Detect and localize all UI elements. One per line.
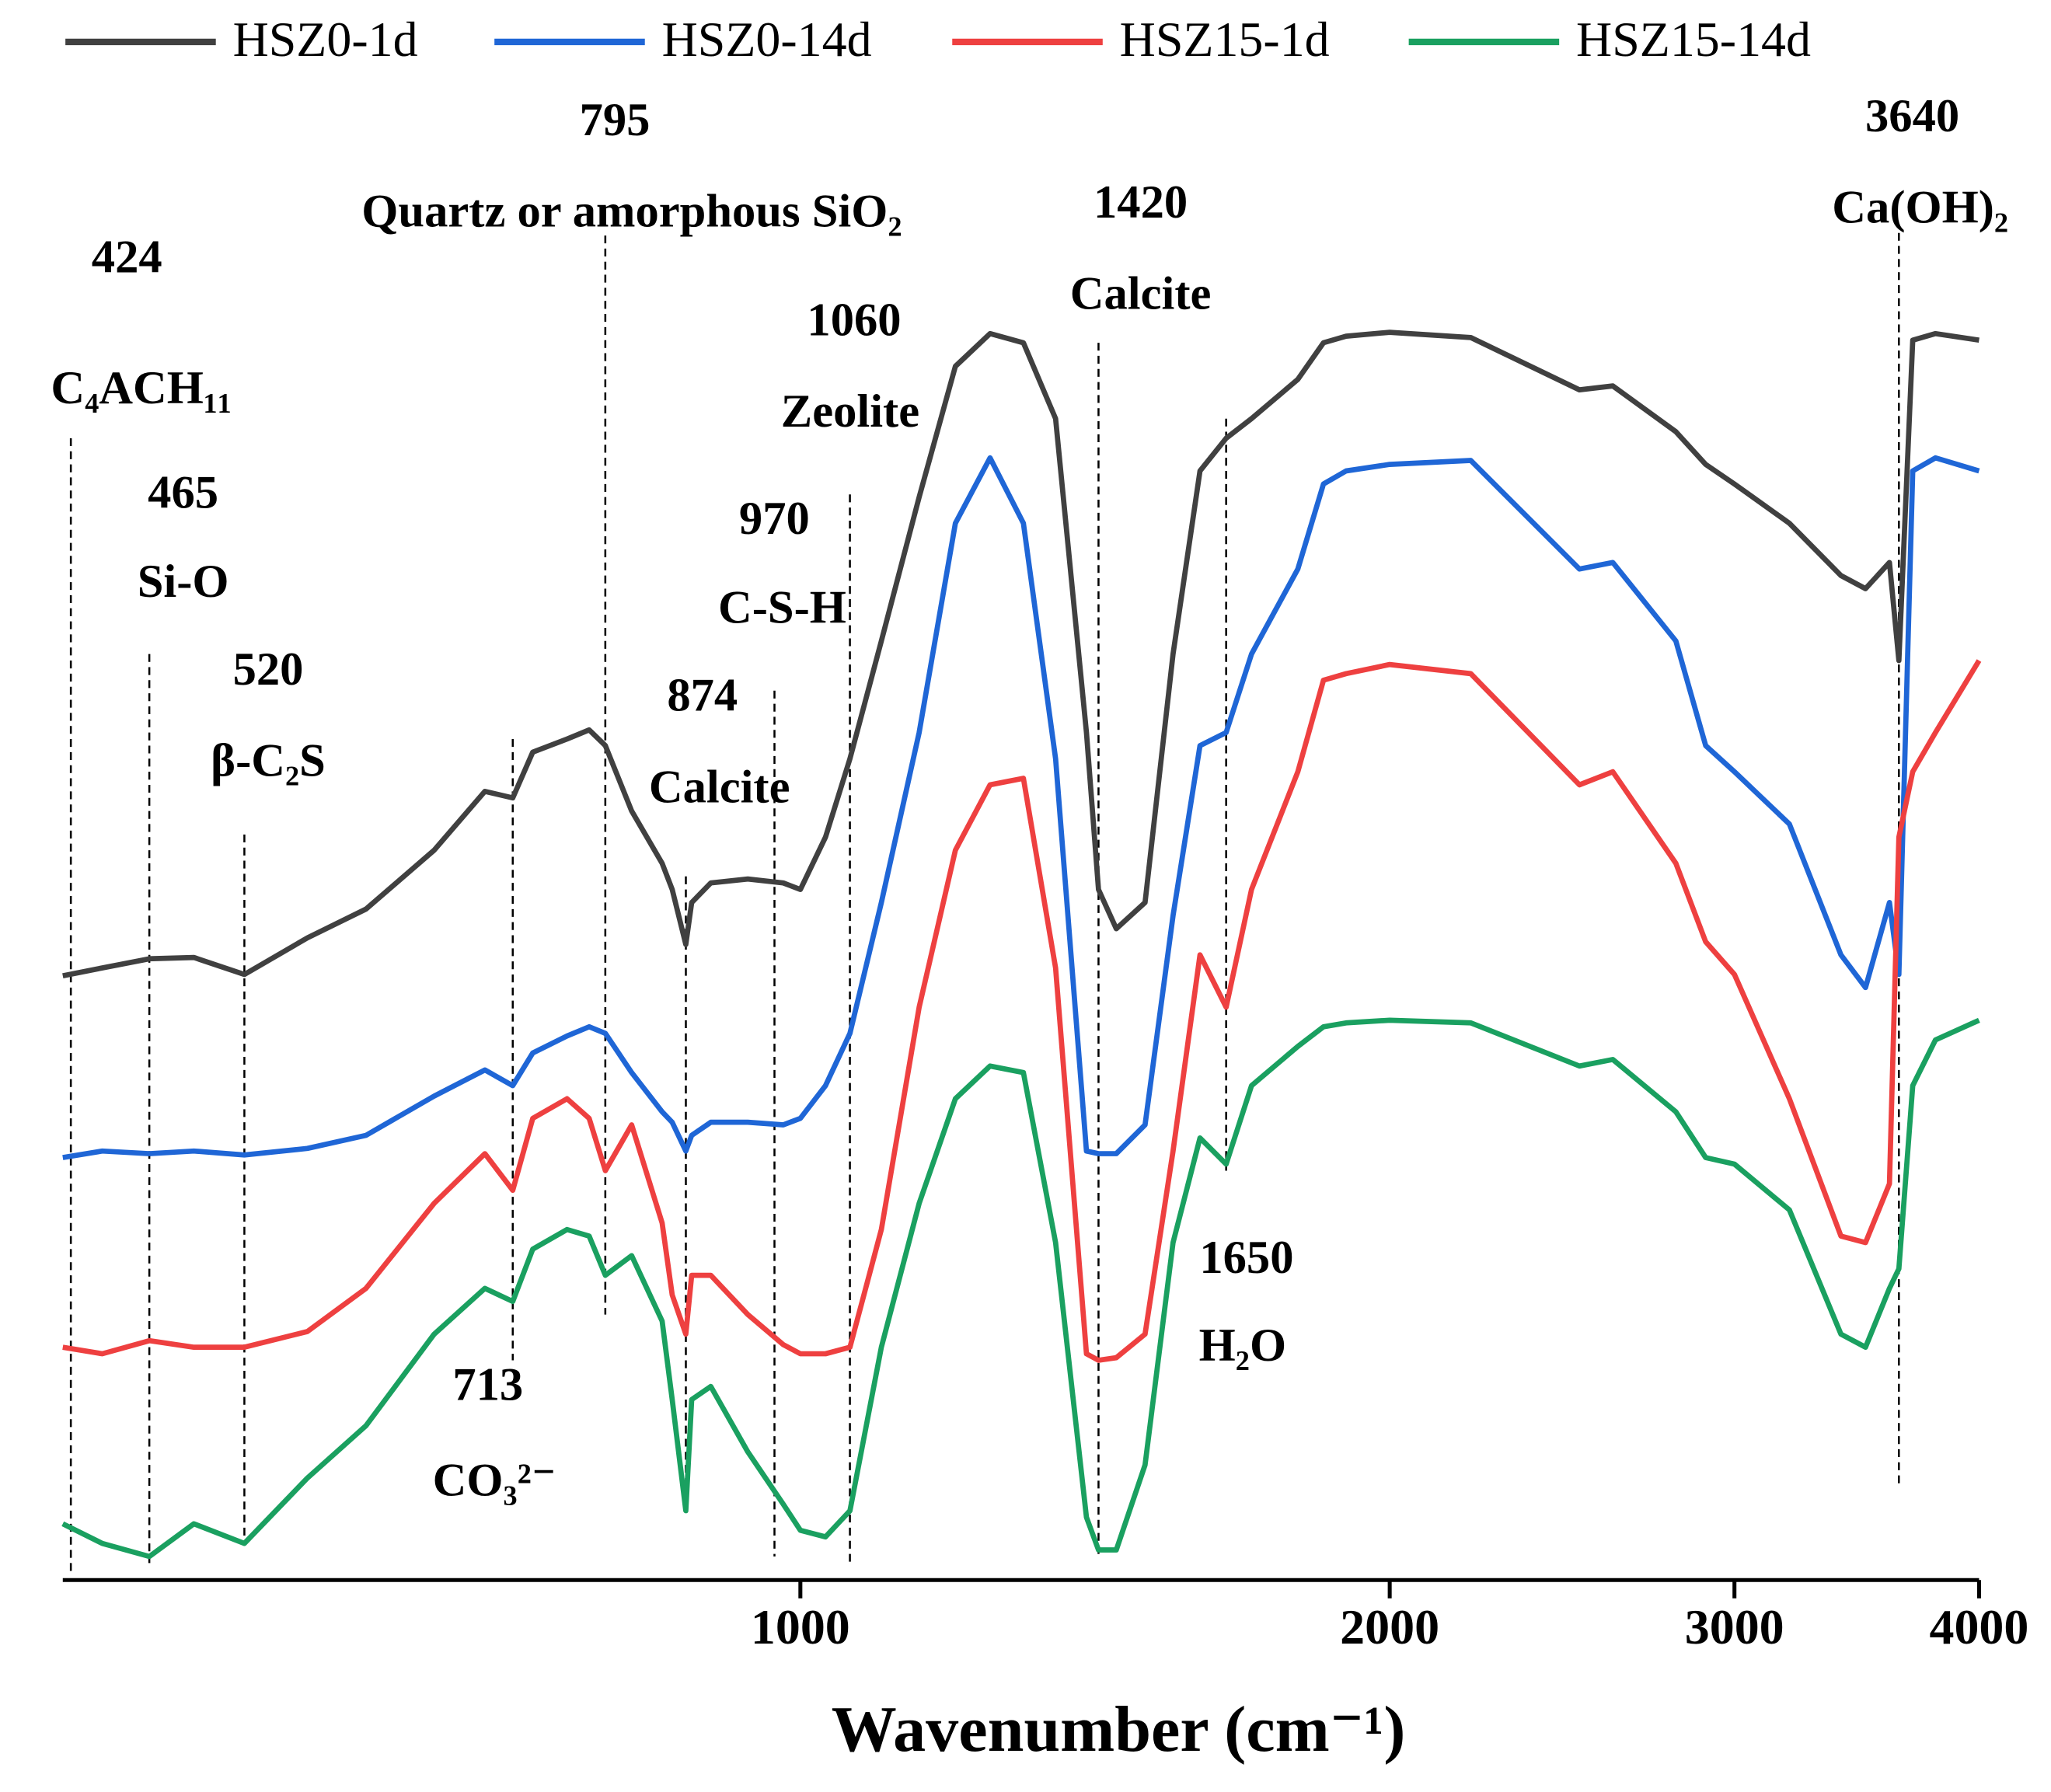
peak-wavenumber: 970 [739,493,810,545]
peak-assignment: Ca(OH)₂ [1832,182,2008,234]
peak-assignment: CO₃²⁻ [433,1454,556,1506]
peak-assignment: Calcite [649,761,790,813]
peak-assignment: Zeolite [781,385,919,438]
peak-wavenumber: 1420 [1094,176,1188,228]
peak-wavenumber: 520 [233,643,304,696]
peak-assignment: C-S-H [718,582,846,634]
peak-assignment: Quartz or amorphous SiO₂ [361,186,902,238]
x-tick-label: 1000 [751,1599,850,1654]
peak-wavenumber: 1650 [1199,1232,1293,1284]
x-tick-label: 3000 [1685,1599,1784,1654]
peak-assignment: Calcite [1070,268,1212,320]
peak-wavenumber: 3640 [1865,90,1959,142]
legend-label: HSZ0-14d [662,12,872,67]
peak-wavenumber: 874 [667,669,738,721]
peak-wavenumber: 1060 [807,294,901,346]
peak-wavenumber: 795 [580,94,651,146]
peak-assignment: C₄ACH₁₁ [51,362,232,414]
peak-assignment: β-C₂S [211,735,326,787]
x-axis-title: Wavenumber (cm⁻¹) [832,1693,1406,1766]
peak-assignment: H₂O [1199,1320,1286,1372]
legend-label: HSZ0-1d [233,12,418,67]
legend-label: HSZ15-14d [1576,12,1811,67]
legend-label: HSZ15-1d [1120,12,1330,67]
x-tick-label: 2000 [1340,1599,1439,1654]
peak-assignment: Si-O [138,556,229,608]
spectrum-line [62,455,1980,1160]
spectrum-line [62,659,1982,1363]
spectrum-line [62,329,1979,978]
peak-wavenumber: 713 [452,1358,523,1410]
peak-wavenumber: 465 [148,467,218,519]
peak-wavenumber: 424 [92,232,162,284]
spectrum-line [61,1017,1980,1560]
x-tick-label: 4000 [1929,1599,2028,1654]
